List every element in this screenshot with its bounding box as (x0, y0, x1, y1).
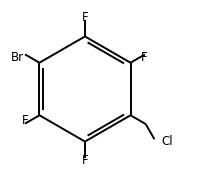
Text: Cl: Cl (161, 135, 173, 148)
Text: F: F (141, 51, 148, 64)
Text: F: F (82, 154, 88, 167)
Text: F: F (22, 114, 29, 127)
Text: F: F (82, 11, 88, 24)
Text: Br: Br (10, 51, 24, 64)
